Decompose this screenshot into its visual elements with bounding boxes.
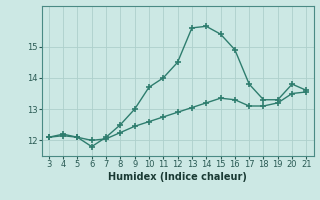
X-axis label: Humidex (Indice chaleur): Humidex (Indice chaleur) — [108, 172, 247, 182]
